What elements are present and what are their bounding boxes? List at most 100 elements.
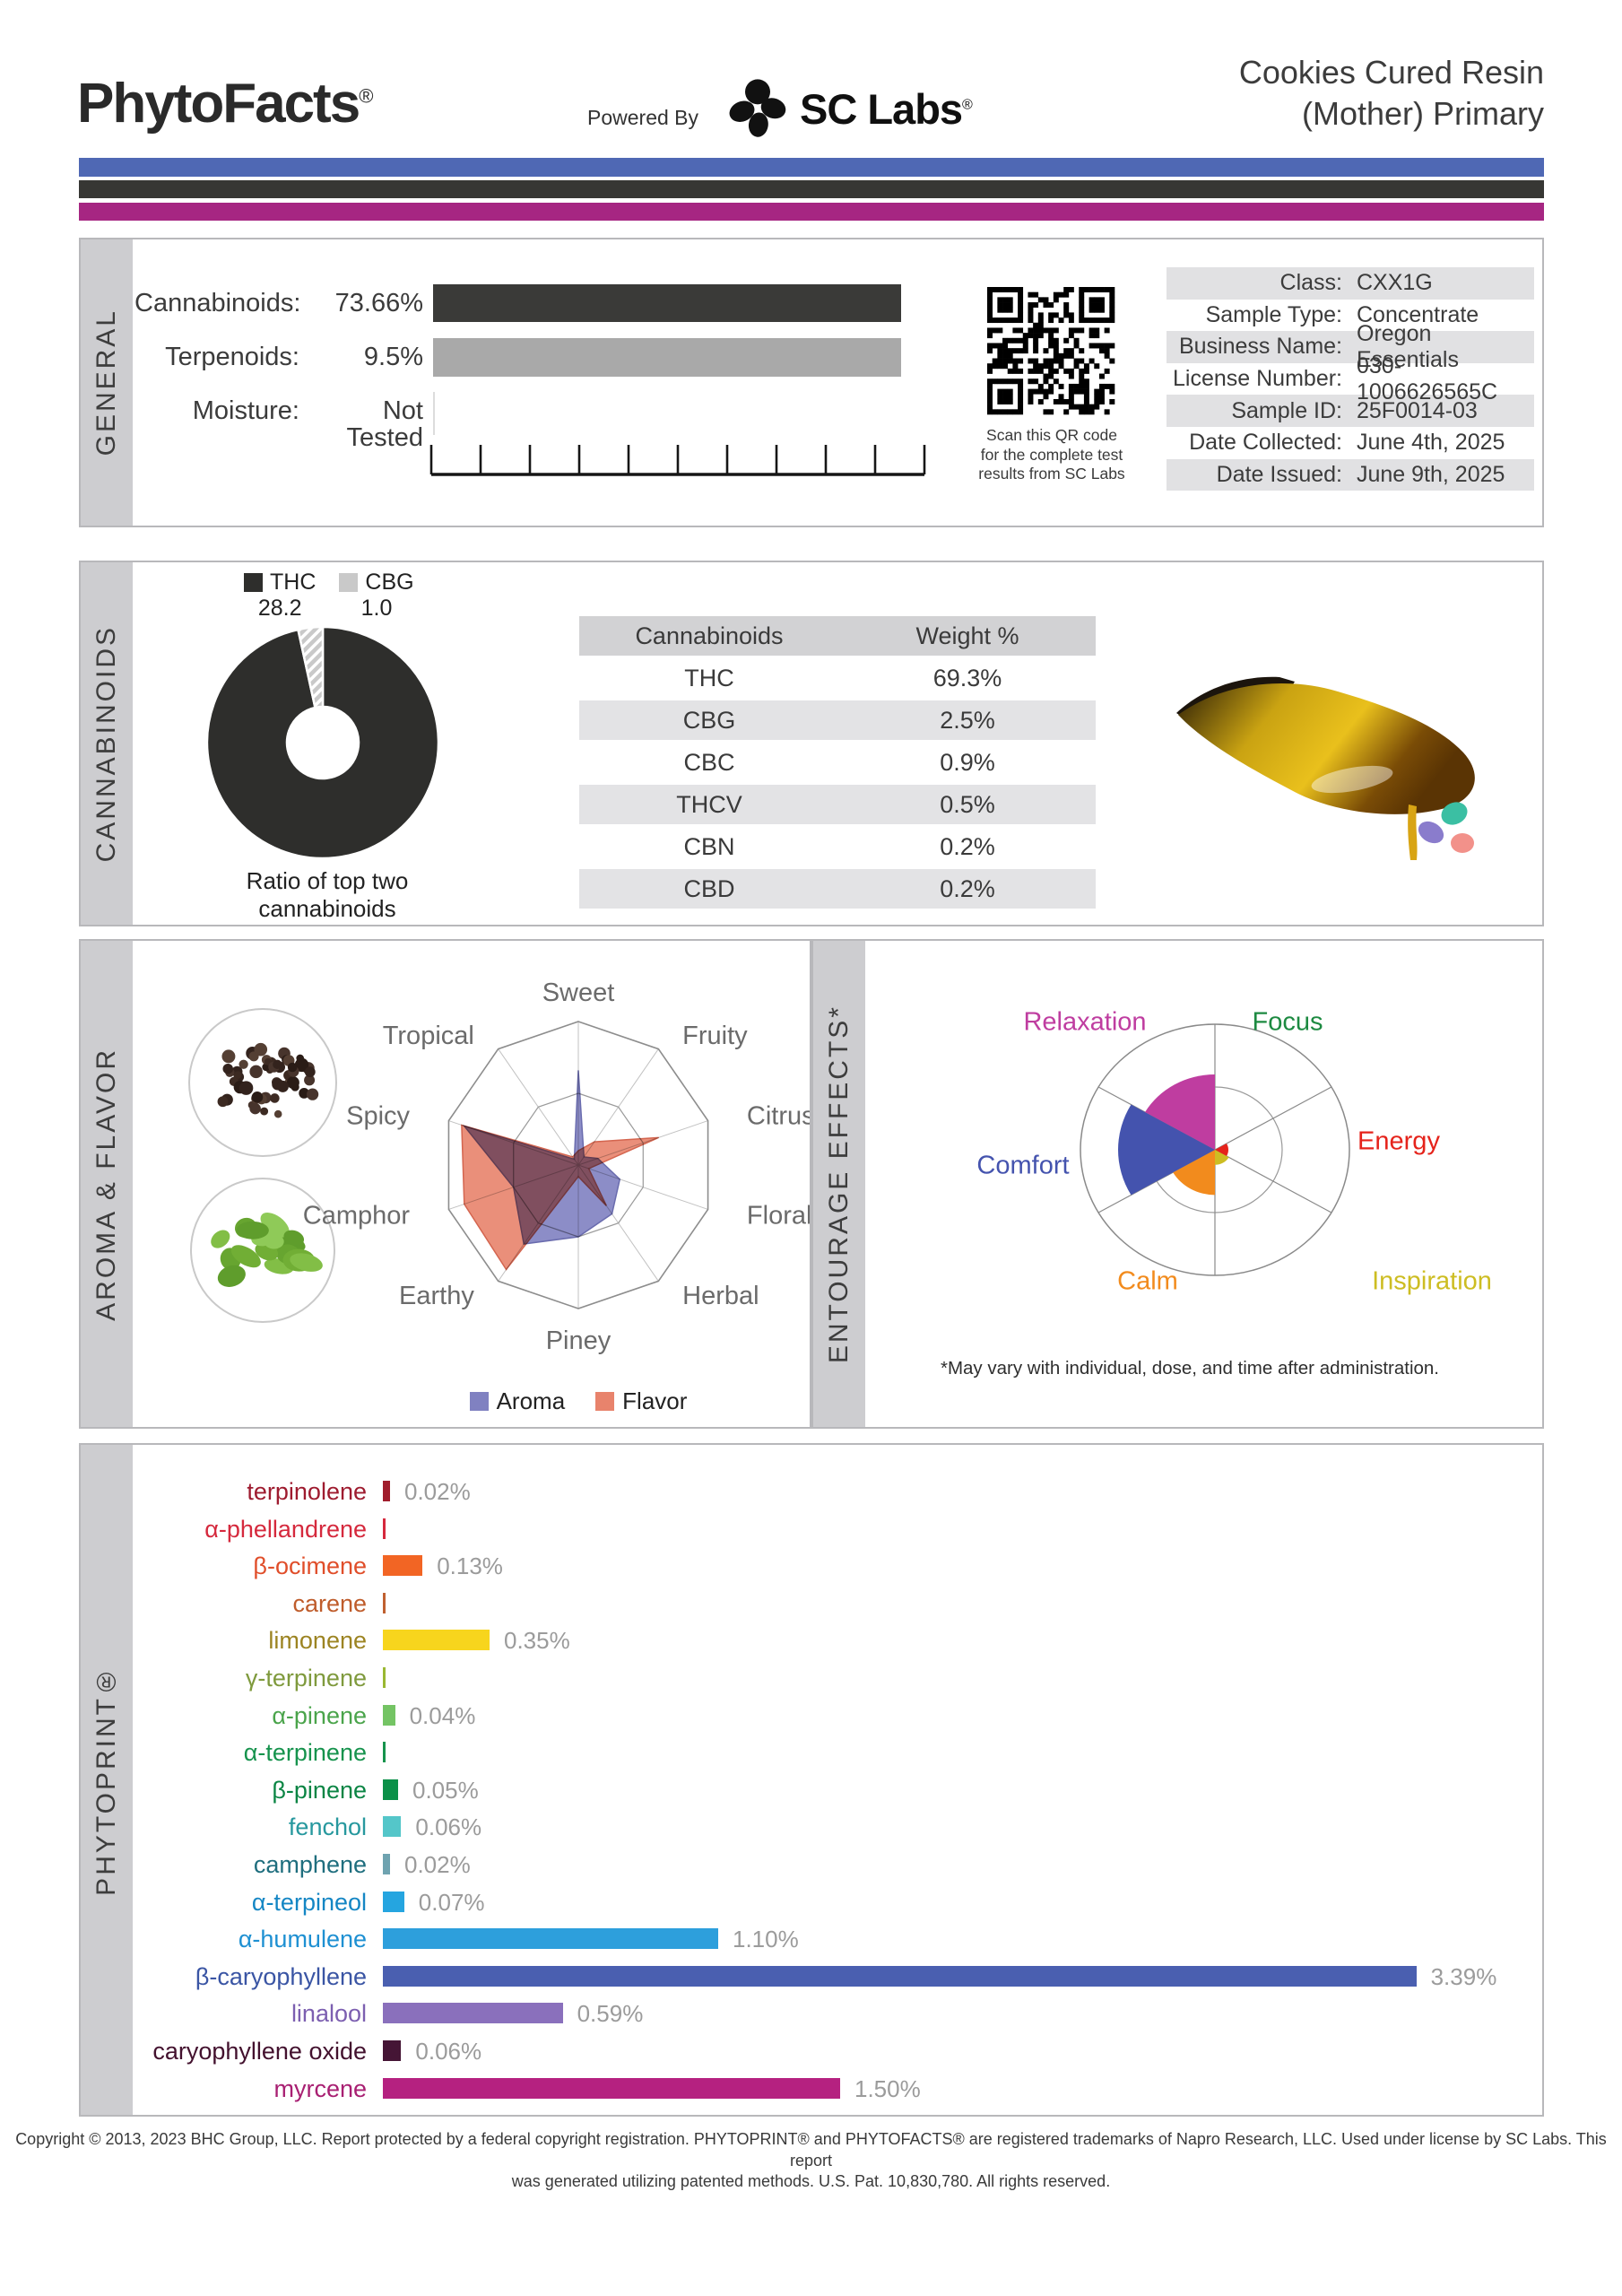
terpene-value: 0.02% [404,1851,471,1878]
effect-label-comfort: Comfort [976,1151,1070,1180]
stat-bar [433,284,901,322]
legend-name: CBG [365,570,414,595]
general-graphics [429,283,1118,476]
accent-bar-magenta [79,203,1544,221]
info-label: Sample Type: [1205,301,1342,327]
radar-legend-item: Aroma [469,1387,566,1415]
terpene-value: 0.07% [418,1888,485,1916]
terpene-value: 1.50% [854,2074,921,2102]
terpene-label: α-humulene [238,1926,367,1953]
terpene-bar [383,1816,402,1838]
info-row: Business Name: Oregon Essentials [1167,321,1534,372]
entourage-footnote: *May vary with individual, dose, and tim… [940,1358,1440,1378]
terpene-label: caryophyllene oxide [152,2038,367,2065]
radar-legend-item: Flavor [595,1387,687,1415]
terpene-label: α-pinene [272,1701,367,1729]
terpene-label: camphene [253,1851,367,1878]
effect-wedge-energy [1215,1144,1228,1156]
terpene-bar [383,1965,1417,1987]
terpene-bar [383,2077,840,2099]
lab-registered-mark: ® [962,97,973,113]
terpene-label: linalool [291,2000,367,2028]
donut-legend-swatch-row: CBG [339,570,414,596]
aroma-flavor-radar: Sweet Fruity Citrusy Floral Herbal Piney Earth… [188,978,810,1355]
legend-swatch [469,1392,489,1411]
terpene-label: α-terpineol [251,1888,367,1916]
qr-caption-line: results from SC Labs [978,465,1125,483]
accent-bar-blue [79,158,1544,177]
info-row: Date Issued: June 9th, 2025 [1167,458,1534,491]
info-label: Business Name: [1178,334,1342,360]
cannabinoids-table: Cannabinoids Weight % THC 69.3% CBG 2.5% CBC 0.… [579,616,1096,911]
sc-labs-logo: SC Labs® [800,84,973,134]
info-label: Date Collected: [1189,430,1342,456]
legend-name: Flavor [622,1387,688,1414]
report-footer: Copyright © 2013, 2023 BHC Group, LLC. R… [0,2129,1622,2193]
radar-axis-label: Sweet [542,978,615,1007]
terpene-label: myrcene [273,2074,367,2102]
terpene-label: γ-terpinene [245,1665,367,1692]
terpene-label: α-phellandrene [204,1515,367,1543]
terpene-value: 0.06% [415,1813,482,1841]
terpene-value: 0.05% [412,1776,479,1804]
cannabinoid-weight: 0.2% [940,833,995,860]
stat-value: 9.5% [363,343,423,371]
terpene-bar [383,1630,490,1651]
panel-general: GENERAL Cannabinoids: 73.66% Terpenoids: 9.… [79,238,1544,527]
info-value: Oregon Essentials [1357,320,1459,372]
terpene-row: β-caryophyllene 3.39% [81,1962,1542,1993]
info-value: CXX1G [1357,270,1433,296]
effect-wedge-comfort [1118,1104,1215,1196]
info-label: Sample ID: [1231,397,1342,423]
cannabinoid-weight: 0.2% [940,875,995,902]
effect-label-inspiration: Inspiration [1372,1266,1492,1296]
radar-axis-label: Spicy [346,1102,410,1131]
section-sidebar-aroma-flavor: AROMA & FLAVOR [81,941,133,1427]
terpene-bar [383,2003,563,2024]
info-value: June 4th, 2025 [1357,430,1505,456]
brand-text: PhytoFacts [77,73,360,135]
terpene-row: linalool 0.59% [81,1999,1542,2030]
radar-chart: Sweet Fruity Citrusy Floral Herbal Piney Earth… [303,978,810,1355]
table-header-row: Cannabinoids Weight % [579,616,1096,658]
panel-phytoprint: PHYTOPRINT® terpinolene 0.02% α-phellandre… [79,1443,1544,2117]
legend-name: THC [270,570,317,595]
terpene-value: 0.02% [404,1478,471,1505]
footer-line-1: Copyright © 2013, 2023 BHC Group, LLC. R… [15,2130,1607,2170]
brand-registered-mark: ® [359,84,373,108]
panel-entourage-effects: ENTOURAGE EFFECTS* Focus Energy Inspiratio… [811,939,1544,1429]
stat-label: Cannabinoids: [134,289,301,317]
info-value: 030-1006626565C [1357,352,1498,404]
table-header-cannabinoids: Cannabinoids [635,622,784,649]
terpene-value: 0.04% [409,1701,476,1729]
sample-info-table: Class: CXX1G Sample Type: Concentrate Busine… [1167,267,1534,491]
effect-label-energy: Energy [1357,1126,1440,1156]
effect-wedge-relaxation [1145,1074,1215,1150]
terpene-bar [383,1592,386,1613]
effect-label-relaxation: Relaxation [1023,1007,1147,1037]
qr-caption-line: Scan this QR code [986,426,1117,444]
qr-caption: Scan this QR code for the complete test re… [934,426,1169,484]
donut-legend: THC 28.2 CBG 1.0 [244,570,414,622]
legend-name: Aroma [496,1387,566,1414]
terpene-label: α-terpinene [243,1739,367,1767]
terpene-row: caryophyllene oxide 0.06% [81,2037,1542,2067]
info-row: License Number: 030-1006626565C [1167,353,1534,404]
table-row: THC 69.3% [579,658,1096,700]
terpene-row: camphene 0.02% [81,1850,1542,1881]
terpene-bar [383,1928,718,1950]
section-sidebar-general: GENERAL [81,239,133,526]
panel-cannabinoids: CANNABINOIDS THC 28.2 CBG 1.0 Ratio of top … [79,561,1544,926]
section-sidebar-entourage: ENTOURAGE EFFECTS* [813,941,865,1427]
info-row: Date Collected: June 4th, 2025 [1167,427,1534,459]
donut-slice-thc [205,625,440,860]
info-label: License Number: [1173,366,1342,392]
cannabinoid-weight: 0.5% [940,791,995,818]
terpene-bar [383,1742,386,1763]
section-sidebar-phytoprint: PHYTOPRINT® [81,1445,133,2115]
dot-purple [1418,821,1444,844]
terpene-value: 3.39% [1430,1962,1497,1990]
terpene-label: β-ocimene [253,1552,367,1580]
donut-legend-swatch-row: THC [244,570,316,596]
